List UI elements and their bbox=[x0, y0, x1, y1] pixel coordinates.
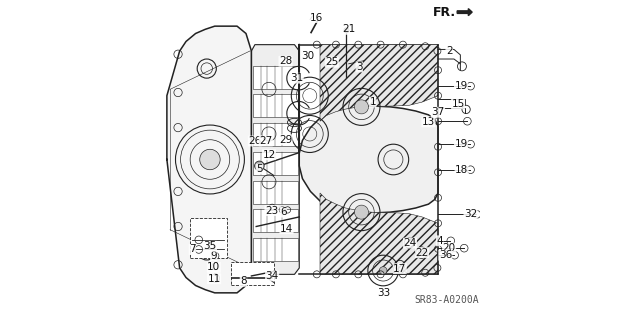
Text: 1: 1 bbox=[369, 97, 376, 107]
Text: 6: 6 bbox=[280, 207, 287, 217]
Circle shape bbox=[344, 28, 349, 33]
Text: 25: 25 bbox=[325, 57, 339, 67]
Bar bbox=[253, 123, 298, 146]
Polygon shape bbox=[320, 193, 438, 274]
Text: 9: 9 bbox=[211, 251, 217, 261]
Bar bbox=[253, 152, 298, 175]
Text: 14: 14 bbox=[280, 224, 293, 234]
Text: 18: 18 bbox=[455, 165, 468, 175]
Text: 2: 2 bbox=[446, 46, 452, 56]
Text: 30: 30 bbox=[301, 51, 314, 61]
Text: 12: 12 bbox=[262, 150, 276, 160]
Text: 36: 36 bbox=[439, 250, 452, 260]
Text: 23: 23 bbox=[265, 205, 278, 216]
Text: 15: 15 bbox=[451, 99, 465, 109]
Text: 13: 13 bbox=[422, 117, 435, 127]
Polygon shape bbox=[167, 26, 252, 293]
Text: SR83-A0200A: SR83-A0200A bbox=[414, 295, 479, 306]
Bar bbox=[253, 181, 298, 204]
Bar bbox=[253, 66, 298, 89]
Bar bbox=[230, 262, 274, 285]
Text: 27: 27 bbox=[259, 136, 273, 146]
Text: 26: 26 bbox=[248, 136, 262, 146]
Text: 24: 24 bbox=[403, 238, 417, 248]
Bar bbox=[253, 209, 298, 232]
Text: 19: 19 bbox=[454, 81, 468, 91]
Text: 4: 4 bbox=[436, 236, 443, 246]
Text: 16: 16 bbox=[310, 12, 323, 23]
Circle shape bbox=[355, 100, 369, 114]
Text: 32: 32 bbox=[464, 209, 477, 219]
Circle shape bbox=[380, 267, 387, 274]
Bar bbox=[190, 218, 227, 258]
Text: 8: 8 bbox=[240, 276, 247, 286]
Text: 21: 21 bbox=[342, 24, 355, 34]
Text: 10: 10 bbox=[207, 262, 220, 272]
Text: 5: 5 bbox=[256, 164, 262, 174]
Text: 34: 34 bbox=[266, 271, 279, 281]
FancyArrow shape bbox=[457, 9, 472, 16]
Text: 37: 37 bbox=[431, 107, 445, 117]
Circle shape bbox=[255, 161, 264, 171]
Polygon shape bbox=[300, 45, 438, 213]
Text: 28: 28 bbox=[279, 56, 292, 66]
Polygon shape bbox=[252, 45, 300, 274]
Polygon shape bbox=[320, 45, 438, 121]
Text: 22: 22 bbox=[415, 248, 429, 258]
Text: 3: 3 bbox=[356, 62, 362, 72]
Text: 35: 35 bbox=[204, 241, 216, 251]
Circle shape bbox=[355, 205, 369, 219]
Text: 11: 11 bbox=[207, 274, 221, 284]
Text: 33: 33 bbox=[377, 288, 390, 298]
Text: 19: 19 bbox=[454, 139, 468, 149]
Text: 7: 7 bbox=[189, 244, 196, 255]
Text: 31: 31 bbox=[290, 73, 303, 83]
Circle shape bbox=[200, 149, 220, 170]
Text: 29: 29 bbox=[279, 135, 292, 145]
Text: FR.: FR. bbox=[433, 6, 456, 19]
Text: 20: 20 bbox=[443, 243, 456, 253]
Bar bbox=[253, 94, 298, 117]
Text: 17: 17 bbox=[393, 263, 406, 274]
Bar bbox=[253, 238, 298, 261]
